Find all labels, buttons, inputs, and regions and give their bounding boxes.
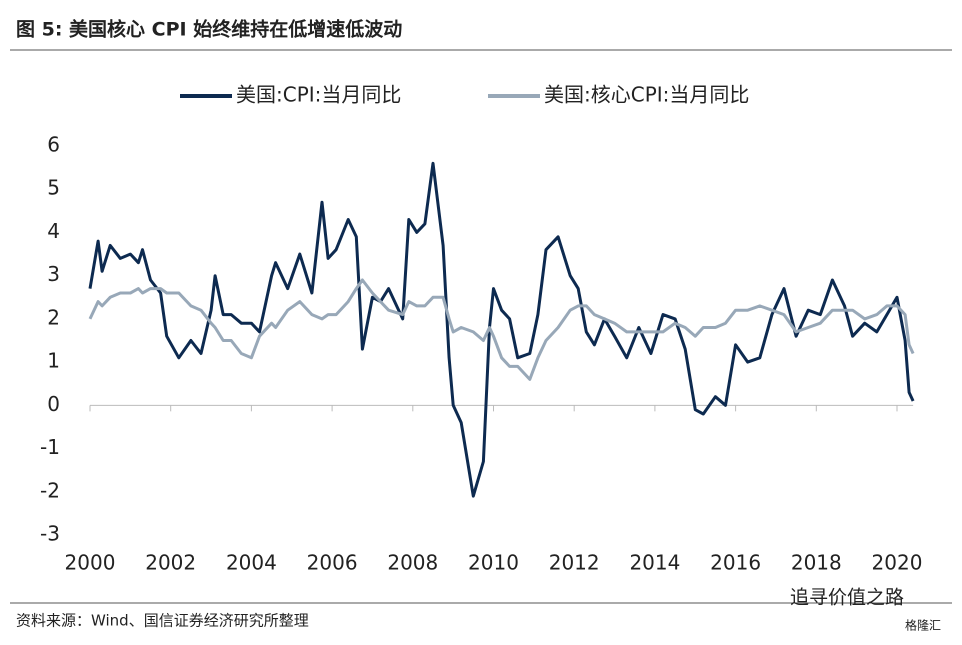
chart-title: 图 5: 美国核心 CPI 始终维持在低增速低波动: [16, 18, 402, 41]
legend-label: 美国:CPI:当月同比: [236, 83, 401, 107]
source-note: 资料来源：Wind、国信证券经济研究所整理: [16, 612, 309, 630]
x-tick-label: 2002: [145, 551, 196, 575]
x-tick-label: 2000: [65, 551, 116, 575]
y-tick-label: -3: [40, 522, 60, 546]
x-tick-label: 2012: [549, 551, 600, 575]
y-tick-label: 6: [47, 133, 60, 157]
y-tick-label: 2: [47, 305, 60, 329]
y-tick-label: 4: [47, 219, 60, 243]
watermark: 追寻价值之路: [790, 587, 904, 609]
x-tick-label: 2018: [791, 551, 842, 575]
y-tick-label: 0: [47, 392, 60, 416]
x-tick-label: 2004: [226, 551, 277, 575]
logo-text: 格隆汇: [905, 618, 941, 633]
x-tick-label: 2008: [387, 551, 438, 575]
x-tick-label: 2016: [710, 551, 761, 575]
y-tick-label: 1: [47, 349, 60, 373]
y-tick-label: 3: [47, 262, 60, 286]
y-tick-label: -2: [40, 478, 60, 502]
y-tick-label: -1: [40, 435, 60, 459]
x-tick-label: 2010: [468, 551, 519, 575]
series-line: [88, 161, 915, 498]
x-tick-label: 2014: [629, 551, 680, 575]
y-tick-label: 5: [47, 176, 60, 200]
series-line: [88, 278, 915, 381]
x-tick-label: 2006: [307, 551, 358, 575]
legend-label: 美国:核心CPI:当月同比: [544, 83, 749, 107]
x-tick-label: 2020: [872, 551, 923, 575]
